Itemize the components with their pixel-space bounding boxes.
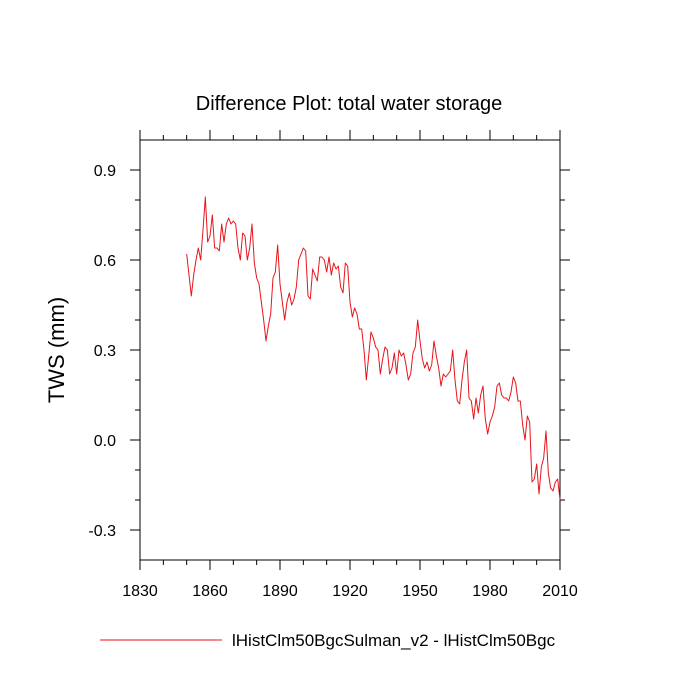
legend-label: lHistClm50BgcSulman_v2 - lHistClm50Bgc	[232, 631, 556, 650]
y-tick-label: -0.3	[88, 523, 116, 540]
chart-title: Difference Plot: total water storage	[196, 93, 502, 115]
x-tick-label: 1830	[122, 583, 158, 600]
series-layer	[186, 196, 561, 501]
x-tick-label: 1950	[402, 583, 438, 600]
plot-frame	[139, 139, 561, 561]
y-tick-label: 0.6	[94, 253, 116, 270]
x-tick-label: 1980	[472, 583, 508, 600]
tick-labels: 1830 1860 1890 1920 1950 1980 2010 -0.3 0.0 0.3 0.…	[88, 163, 577, 600]
y-tick-label: 0.9	[94, 163, 116, 180]
y-axis-label: TWS (mm)	[44, 297, 69, 403]
x-tick-label: 1890	[262, 583, 298, 600]
series-line	[186, 196, 561, 501]
x-tick-label: 1920	[332, 583, 368, 600]
y-tick-label: 0.0	[94, 433, 116, 450]
x-tick-label: 2010	[542, 583, 578, 600]
x-tick-label: 1860	[192, 583, 228, 600]
axis-ticks	[130, 130, 570, 570]
y-tick-label: 0.3	[94, 343, 116, 360]
